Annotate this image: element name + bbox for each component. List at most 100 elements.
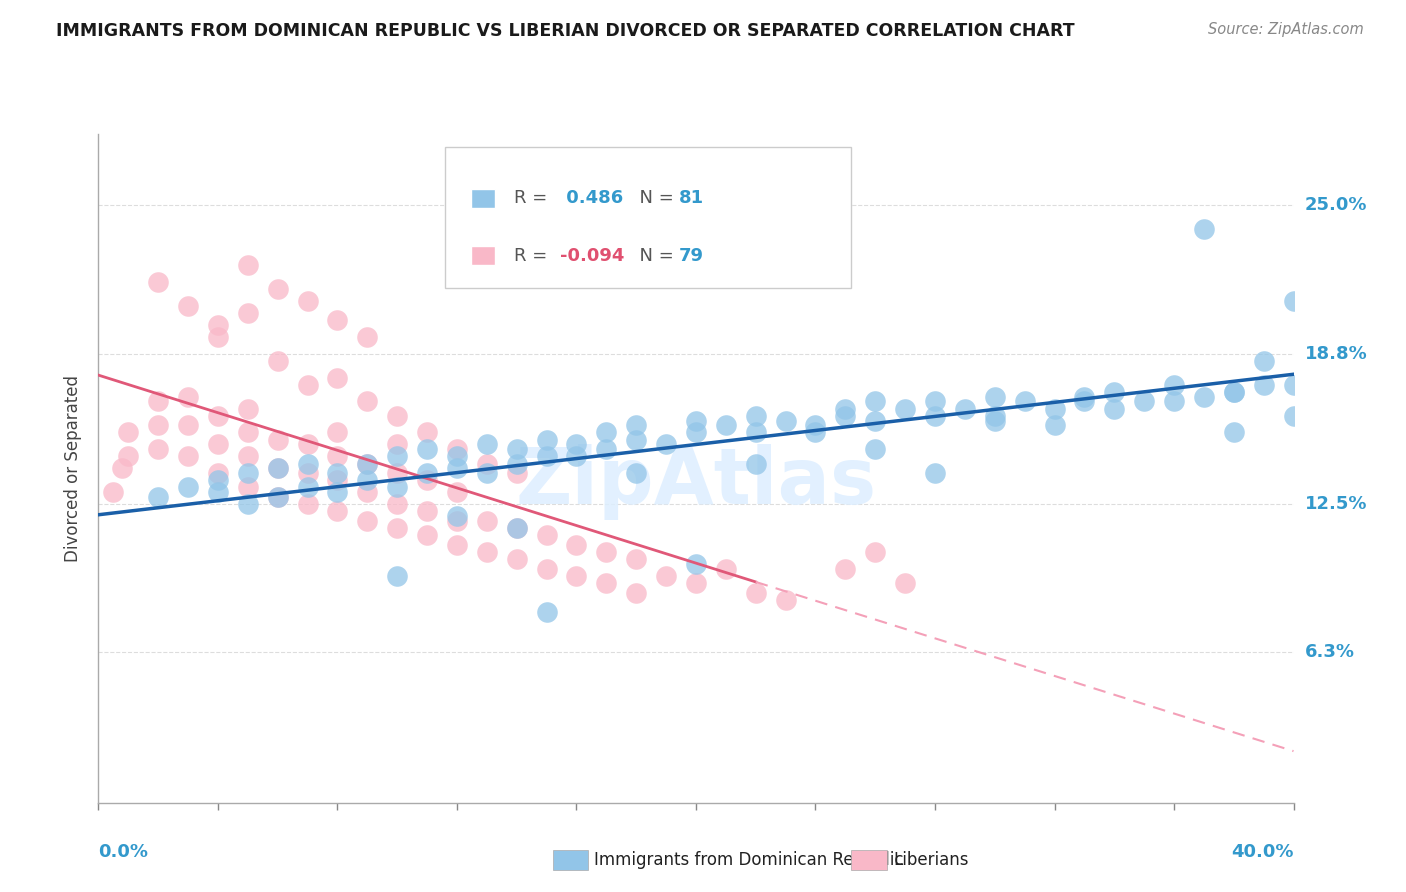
FancyBboxPatch shape: [471, 189, 495, 208]
Point: [177, 418, 200, 433]
Point: [1104, 401, 1126, 416]
Point: [236, 480, 259, 494]
Point: [595, 442, 617, 457]
Point: [1163, 394, 1185, 409]
Point: [685, 557, 707, 571]
Point: [714, 418, 737, 433]
Point: [506, 457, 529, 471]
Point: [565, 437, 588, 451]
Point: [326, 473, 349, 487]
Point: [385, 437, 409, 451]
Point: [326, 504, 349, 518]
Point: [297, 457, 319, 471]
Point: [267, 353, 290, 368]
Point: [983, 413, 1005, 427]
Point: [236, 401, 259, 416]
Point: [475, 545, 498, 559]
Point: [1282, 294, 1305, 309]
Point: [745, 409, 768, 423]
Point: [983, 409, 1005, 423]
Point: [1014, 394, 1036, 409]
Point: [624, 418, 647, 433]
Point: [177, 390, 200, 404]
FancyBboxPatch shape: [553, 849, 589, 870]
Point: [865, 442, 887, 457]
Point: [834, 409, 856, 423]
Text: 79: 79: [679, 246, 704, 265]
Point: [267, 461, 290, 475]
Point: [1282, 409, 1305, 423]
Point: [1073, 390, 1095, 404]
Point: [655, 437, 678, 451]
Point: [1163, 377, 1185, 392]
Point: [804, 425, 827, 440]
Point: [385, 521, 409, 535]
Point: [446, 509, 468, 524]
Point: [1073, 394, 1095, 409]
Text: Immigrants from Dominican Republic: Immigrants from Dominican Republic: [595, 851, 904, 869]
Point: [416, 504, 439, 518]
Point: [714, 562, 737, 576]
Point: [446, 461, 468, 475]
Point: [207, 485, 229, 500]
Point: [624, 466, 647, 480]
Point: [595, 425, 617, 440]
Text: R =: R =: [515, 189, 554, 207]
Point: [475, 466, 498, 480]
Text: Source: ZipAtlas.com: Source: ZipAtlas.com: [1208, 22, 1364, 37]
Point: [865, 413, 887, 427]
Point: [326, 313, 349, 327]
Point: [297, 480, 319, 494]
Point: [1104, 384, 1126, 399]
Point: [297, 497, 319, 511]
Point: [177, 450, 200, 464]
Point: [267, 461, 290, 475]
Point: [356, 330, 378, 344]
Point: [207, 473, 229, 487]
Point: [356, 394, 378, 409]
Point: [148, 490, 170, 504]
Point: [446, 538, 468, 552]
Text: 18.8%: 18.8%: [1305, 344, 1368, 363]
Point: [536, 605, 558, 619]
Point: [207, 466, 229, 480]
Point: [624, 552, 647, 566]
Point: [865, 394, 887, 409]
Point: [506, 521, 529, 535]
Point: [506, 442, 529, 457]
Point: [297, 466, 319, 480]
Y-axis label: Divorced or Separated: Divorced or Separated: [65, 375, 83, 562]
Point: [745, 425, 768, 440]
Point: [385, 569, 409, 583]
Point: [356, 457, 378, 471]
Point: [326, 485, 349, 500]
FancyBboxPatch shape: [471, 246, 495, 265]
Text: 0.0%: 0.0%: [98, 843, 149, 861]
Point: [506, 552, 529, 566]
Point: [745, 457, 768, 471]
Point: [236, 466, 259, 480]
Text: Liberians: Liberians: [893, 851, 969, 869]
Point: [983, 390, 1005, 404]
Point: [1282, 377, 1305, 392]
Point: [148, 275, 170, 289]
Text: N =: N =: [628, 189, 679, 207]
Point: [865, 545, 887, 559]
Point: [655, 569, 678, 583]
Text: 6.3%: 6.3%: [1305, 643, 1354, 661]
Point: [953, 401, 976, 416]
Point: [924, 394, 946, 409]
Point: [595, 545, 617, 559]
Point: [356, 514, 378, 528]
Point: [1223, 384, 1246, 399]
Point: [775, 592, 797, 607]
Point: [416, 466, 439, 480]
Point: [111, 461, 134, 475]
Point: [267, 433, 290, 447]
Point: [385, 450, 409, 464]
Text: 81: 81: [679, 189, 704, 207]
Point: [385, 466, 409, 480]
Text: 40.0%: 40.0%: [1232, 843, 1294, 861]
Point: [416, 425, 439, 440]
Point: [207, 318, 229, 332]
